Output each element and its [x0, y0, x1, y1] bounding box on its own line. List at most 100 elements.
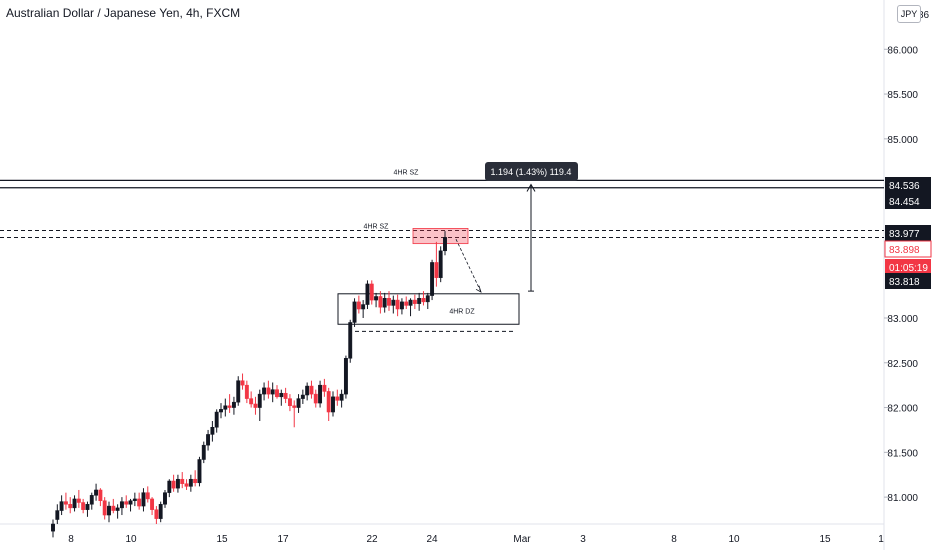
- candle: [279, 389, 284, 406]
- candle-body: [55, 510, 60, 520]
- price-label-text: 83.977: [889, 229, 920, 240]
- candle-body: [98, 489, 103, 501]
- candle-body: [197, 459, 202, 484]
- candle-body: [111, 505, 116, 511]
- candle-body: [322, 384, 327, 392]
- candle-body: [210, 427, 215, 435]
- candle-body: [257, 393, 262, 408]
- price-label: 83.977: [885, 225, 931, 241]
- candle-body: [223, 405, 228, 410]
- candle: [163, 489, 167, 508]
- candle-body: [227, 405, 232, 408]
- candle-body: [352, 301, 357, 323]
- candle-body: [107, 505, 111, 516]
- price-label: 01:05:19: [885, 259, 931, 275]
- candle: [399, 298, 404, 315]
- candle: [128, 498, 133, 512]
- candle: [63, 492, 68, 510]
- candle-body: [180, 478, 185, 484]
- chart-grid: [0, 0, 885, 550]
- candle-body: [425, 295, 430, 303]
- candle: [313, 389, 318, 408]
- candle: [98, 488, 103, 507]
- candle-body: [369, 283, 374, 301]
- candle-body: [331, 396, 335, 413]
- candle: [430, 259, 435, 301]
- candle: [51, 519, 55, 538]
- candle-body: [270, 389, 275, 395]
- candle: [201, 441, 206, 464]
- candle-body: [94, 489, 99, 496]
- x-tick-label: 10: [125, 534, 137, 545]
- zone-box-4hr-sz-mid: [412, 228, 469, 245]
- candle: [81, 498, 86, 514]
- candle-body: [244, 384, 249, 399]
- candle-body: [438, 250, 443, 278]
- candle-body: [184, 483, 189, 487]
- candle-body: [51, 523, 55, 532]
- candle: [270, 382, 275, 403]
- candle: [141, 488, 146, 512]
- candle: [240, 373, 245, 390]
- measure-arrowhead: [526, 183, 536, 192]
- price-label-box: [885, 259, 931, 275]
- candle-body: [408, 299, 413, 306]
- candle-body: [443, 237, 447, 252]
- candle-body: [378, 296, 383, 308]
- price-label-box: [885, 177, 931, 193]
- candle-body: [63, 501, 68, 505]
- candle: [145, 486, 150, 503]
- candle-body: [72, 498, 77, 509]
- candle-body: [318, 384, 323, 404]
- candle-body: [68, 504, 73, 509]
- price-axis: 86.000 85.500 85.000 83.000 82.500 82.000 81.5…: [884, 10, 932, 504]
- candle: [210, 420, 215, 442]
- candle-body: [404, 301, 409, 306]
- x-tick-label: 17: [277, 534, 289, 545]
- candle-body: [81, 502, 86, 510]
- candle: [124, 495, 129, 508]
- candle-body: [115, 507, 120, 511]
- x-tick-label: 8: [68, 534, 74, 545]
- candle: [266, 380, 271, 399]
- candle: [262, 382, 267, 401]
- x-tick-label: 15: [216, 534, 228, 545]
- candle: [219, 403, 223, 419]
- candle-body: [387, 298, 391, 306]
- x-tick-label: 10: [728, 534, 740, 545]
- candle: [404, 296, 409, 310]
- candle: [352, 298, 357, 327]
- candle-body: [287, 398, 292, 407]
- zone-label-4hr-sz-top: 4HR SZ: [394, 169, 420, 176]
- candle: [206, 429, 211, 451]
- candle: [59, 495, 64, 516]
- price-label: 84.454: [885, 193, 931, 209]
- candle-body: [348, 322, 353, 359]
- candle: [369, 280, 374, 305]
- candle-body: [119, 501, 124, 509]
- price-label-box: [885, 193, 931, 209]
- candle: [361, 300, 366, 318]
- candle-body: [201, 444, 206, 460]
- candle: [318, 380, 323, 408]
- candle: [309, 380, 314, 399]
- candle-body: [305, 385, 310, 396]
- candle-body: [89, 495, 94, 505]
- candle-body: [275, 389, 279, 398]
- price-label-box: [885, 273, 931, 289]
- candle-body: [356, 301, 361, 310]
- candle: [236, 376, 241, 406]
- price-label-text: 01:05:19: [889, 263, 928, 274]
- currency-button[interactable]: JPY: [897, 5, 921, 23]
- annotations: 1.194 (1.43%) 119.4: [455, 162, 578, 293]
- candle-body: [253, 403, 258, 408]
- candle-body: [76, 498, 81, 503]
- candle: [343, 355, 348, 399]
- candle: [150, 497, 155, 516]
- price-label-box: [885, 225, 931, 241]
- candle: [249, 391, 254, 408]
- candle-body: [262, 387, 267, 395]
- y-tick-label: 83.000: [887, 314, 918, 325]
- x-tick-label: 3: [580, 534, 586, 545]
